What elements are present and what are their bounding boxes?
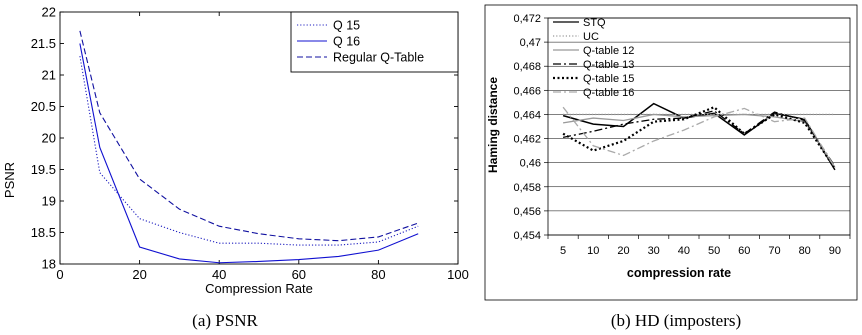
- chart-b-y-tick-label: 0,464: [513, 109, 541, 121]
- chart-a-x-tick-label: 20: [132, 267, 146, 282]
- chart-b-legend: STQ UC Q-table 12 Q-table 13 Q-table 15 Q-tab…: [553, 17, 634, 99]
- chart-b-x-label: compression rate: [627, 266, 731, 280]
- chart-b-y-tick-label: 0,47: [520, 37, 541, 49]
- chart-a-y-tick-label: 21.5: [31, 36, 56, 51]
- chart-a-legend-label: Q 15: [333, 19, 360, 33]
- chart-a-legend-box: [290, 11, 459, 73]
- chart-b-y-tick-label: 0,466: [513, 85, 541, 97]
- chart-b-x-tick-label: 80: [799, 245, 811, 257]
- chart-b-x-ticks: 5 10 20 30 40 50 60 70 80 90: [547, 235, 851, 257]
- chart-b-gridlines: [548, 17, 850, 236]
- chart-b-legend-label: Q-table 15: [583, 73, 634, 85]
- chart-a-y-tick-label: 20: [42, 131, 56, 146]
- chart-b-x-tick-label: 40: [678, 245, 690, 257]
- chart-a-legend-label: Q 16: [333, 35, 360, 49]
- chart-b-legend-label: Q-table 13: [583, 59, 634, 71]
- chart-b-outer-frame: [484, 4, 858, 301]
- chart-a-legend-label: Regular Q-Table: [333, 51, 424, 65]
- chart-a-caption: (a) PSNR: [192, 311, 258, 330]
- chart-b-legend-label: Q-table 12: [583, 45, 634, 57]
- chart-a-x-tick-label: 80: [371, 267, 385, 282]
- chart-a-y-ticks: 18 18.5 19 19.5 20 20.5 21 21.5 22: [31, 5, 458, 272]
- chart-b-y-label: Haming distance: [486, 77, 500, 173]
- chart-a-series-line-1: [79, 43, 419, 264]
- chart-b-series: [562, 102, 836, 171]
- chart-b-caption: (b) HD (imposters): [611, 311, 741, 330]
- chart-a-series: [79, 30, 419, 264]
- chart-b-series-line-5: [562, 106, 836, 168]
- chart-b-y-tick-label: 0,46: [520, 158, 541, 170]
- chart-b-legend-label: UC: [583, 31, 599, 43]
- chart-b-y-tick-label: 0,458: [513, 182, 541, 194]
- chart-a-x-label: Compression Rate: [205, 281, 313, 296]
- chart-a-series-line-2: [79, 30, 419, 242]
- chart-b-x-tick-label: 10: [587, 245, 599, 257]
- chart-b-y-tick-label: 0,468: [513, 61, 541, 73]
- chart-b-series-line-3: [562, 110, 836, 167]
- chart-b-y-tick-label: 0,472: [513, 13, 541, 25]
- chart-a-series-line-0: [79, 56, 419, 246]
- chart-a-y-label: PSNR: [2, 162, 17, 198]
- chart-b-y-ticks: 0,454 0,456 0,458 0,46 0,462 0,464 0,466 0,468 0…: [513, 13, 548, 242]
- chart-a-y-tick-label: 20.5: [31, 99, 56, 114]
- chart-b-x-tick-label: 20: [617, 245, 629, 257]
- chart-a-y-tick-label: 19.5: [31, 162, 56, 177]
- chart-b: 0,454 0,456 0,458 0,46 0,462 0,464 0,466 0,468 0…: [484, 4, 858, 301]
- chart-a-x-tick-label: 100: [447, 267, 469, 282]
- chart-a-y-tick-label: 18.5: [31, 225, 56, 240]
- chart-b-legend-label: STQ: [583, 17, 606, 29]
- chart-a-x-tick-label: 40: [212, 267, 226, 282]
- chart-b-x-tick-label: 50: [708, 245, 720, 257]
- chart-b-series-line-2: [562, 113, 836, 168]
- chart-a-y-tick-label: 19: [42, 194, 56, 209]
- chart-b-series-line-4: [562, 105, 836, 170]
- chart-b-y-tick-label: 0,456: [513, 206, 541, 218]
- chart-b-x-tick-label: 70: [768, 245, 780, 257]
- chart-a-y-tick-label: 18: [42, 257, 56, 272]
- chart-b-y-tick-label: 0,454: [513, 230, 541, 242]
- chart-a-legend: Q 15 Q 16 Regular Q-Table: [290, 11, 459, 73]
- chart-b-legend-label: Q-table 16: [583, 87, 634, 99]
- chart-a-x-tick-label: 0: [56, 267, 63, 282]
- chart-b-x-tick-label: 90: [829, 245, 841, 257]
- chart-a-y-tick-label: 21: [42, 68, 56, 83]
- chart-b-y-tick-label: 0,462: [513, 134, 541, 146]
- chart-b-x-tick-label: 30: [648, 245, 660, 257]
- chart-a-x-tick-label: 60: [292, 267, 306, 282]
- chart-a-x-ticks: 0 20 40 60 80 100: [56, 12, 469, 282]
- chart-a-y-tick-label: 22: [42, 5, 56, 20]
- chart-b-x-tick-label: 60: [738, 245, 750, 257]
- chart-b-x-tick-label: 5: [560, 245, 566, 257]
